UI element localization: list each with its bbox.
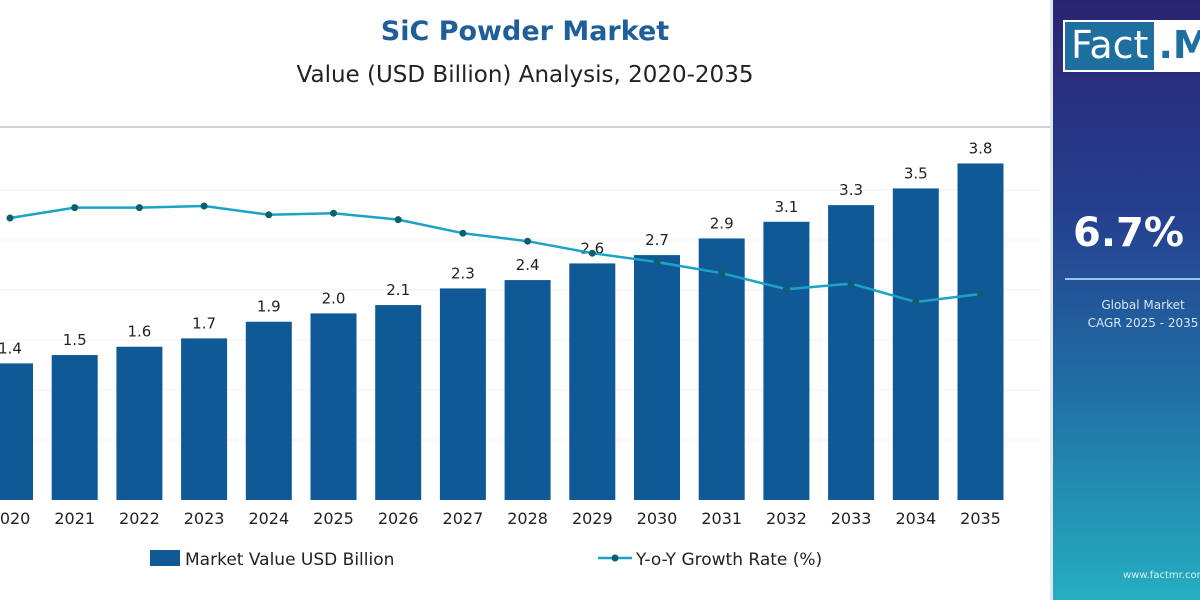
bar-2024: [245, 321, 292, 500]
data-label: 1.9: [257, 298, 281, 316]
growth-point-2035: [977, 290, 984, 298]
x-tick-label: 2024: [248, 509, 289, 528]
legend-label-bar: Market Value USD Billion: [185, 550, 394, 570]
x-tick-label: 2020: [0, 509, 30, 528]
side-panel: Fact .MR 6.7% Global Market CAGR 2025 - …: [1050, 0, 1200, 600]
growth-point-2033: [847, 280, 855, 288]
bar-2031: [698, 238, 745, 500]
x-tick-label: 2025: [313, 509, 354, 528]
x-tick-label: 2028: [507, 509, 548, 528]
cagr-label-1: Global Market: [1101, 298, 1185, 312]
chart-plot: 1.4 2020 1.5 2021 1.6 2022 1.7 2023 1.9 2024 2.0 20…: [0, 139, 1040, 570]
growth-point-2024: [265, 211, 273, 219]
bar-2035: [957, 163, 1004, 500]
data-label: 2.9: [710, 214, 734, 232]
data-label: 3.3: [839, 181, 863, 199]
growth-point-2023: [200, 202, 208, 210]
x-tick-label: 2023: [184, 509, 225, 528]
x-tick-label: 2034: [895, 509, 936, 528]
growth-point-2027: [459, 229, 467, 237]
growth-line: [9, 204, 981, 304]
growth-point-2034: [912, 298, 920, 306]
bar-2028: [504, 280, 551, 500]
data-label: 1.5: [63, 331, 87, 349]
legend-label-line: Y-o-Y Growth Rate (%): [635, 550, 822, 570]
bar-2020: [0, 363, 33, 500]
bar-2026: [375, 305, 422, 500]
logo-text-left: Fact: [1065, 22, 1155, 70]
growth-point-2025: [330, 209, 337, 217]
x-tick-label: 2021: [54, 509, 95, 528]
cagr-label-2: CAGR 2025 - 2035: [1087, 316, 1199, 330]
legend-swatch-bar: [150, 550, 180, 566]
x-tick-label: 2031: [701, 509, 742, 528]
divider: [0, 126, 1050, 128]
data-label: 2.7: [645, 231, 669, 249]
chart-title: SiC Powder Market: [380, 16, 670, 47]
growth-point-2020: [6, 214, 14, 222]
data-label: 2.0: [322, 289, 346, 307]
data-label: 3.5: [904, 164, 928, 182]
x-tick-label: 2035: [960, 509, 1001, 528]
bar-2023: [181, 338, 228, 500]
logo-text-right: .MR: [1154, 22, 1200, 70]
growth-point-2029: [588, 249, 596, 257]
x-tick-label: 2029: [572, 509, 613, 528]
x-tick-label: 2030: [637, 509, 678, 528]
data-label: 2.4: [516, 256, 540, 274]
bar-2032: [763, 221, 810, 500]
x-tick-label: 2032: [766, 509, 807, 528]
panel-divider: [1065, 278, 1200, 280]
bar-2029: [569, 263, 616, 500]
website-text: www.factmr.com: [1123, 570, 1200, 581]
chart-subtitle: Value (USD Billion) Analysis, 2020-2035: [296, 62, 754, 88]
bar-2033: [828, 205, 875, 501]
data-label: 3.8: [969, 139, 993, 157]
data-label: 1.4: [0, 339, 22, 357]
data-label: 1.6: [127, 323, 151, 341]
x-tick-label: 2033: [831, 509, 872, 528]
growth-point-2021: [71, 204, 79, 212]
growth-point-2030: [653, 258, 661, 266]
growth-point-2031: [718, 269, 726, 277]
x-tick-label: 2022: [119, 509, 160, 528]
legend-swatch-point: [611, 554, 619, 562]
data-label: 2.3: [451, 264, 475, 282]
data-label: 2.1: [386, 281, 410, 299]
bar-2030: [634, 255, 680, 500]
growth-point-2032: [782, 285, 790, 293]
bar-2027: [439, 288, 486, 500]
growth-point-2022: [135, 204, 143, 212]
growth-point-2028: [524, 237, 532, 245]
data-label: 1.7: [192, 314, 216, 332]
cagr-value: 6.7%: [1073, 210, 1184, 256]
bar-2021: [51, 355, 98, 500]
x-tick-label: 2026: [378, 509, 419, 528]
x-tick-label: 2027: [443, 509, 484, 528]
bar-2022: [116, 346, 163, 500]
growth-point-2026: [394, 216, 402, 224]
data-label: 3.1: [774, 198, 798, 216]
bar-2025: [310, 313, 357, 500]
bar-2034: [892, 188, 939, 500]
factmr-logo: Fact .MR: [1063, 20, 1200, 72]
